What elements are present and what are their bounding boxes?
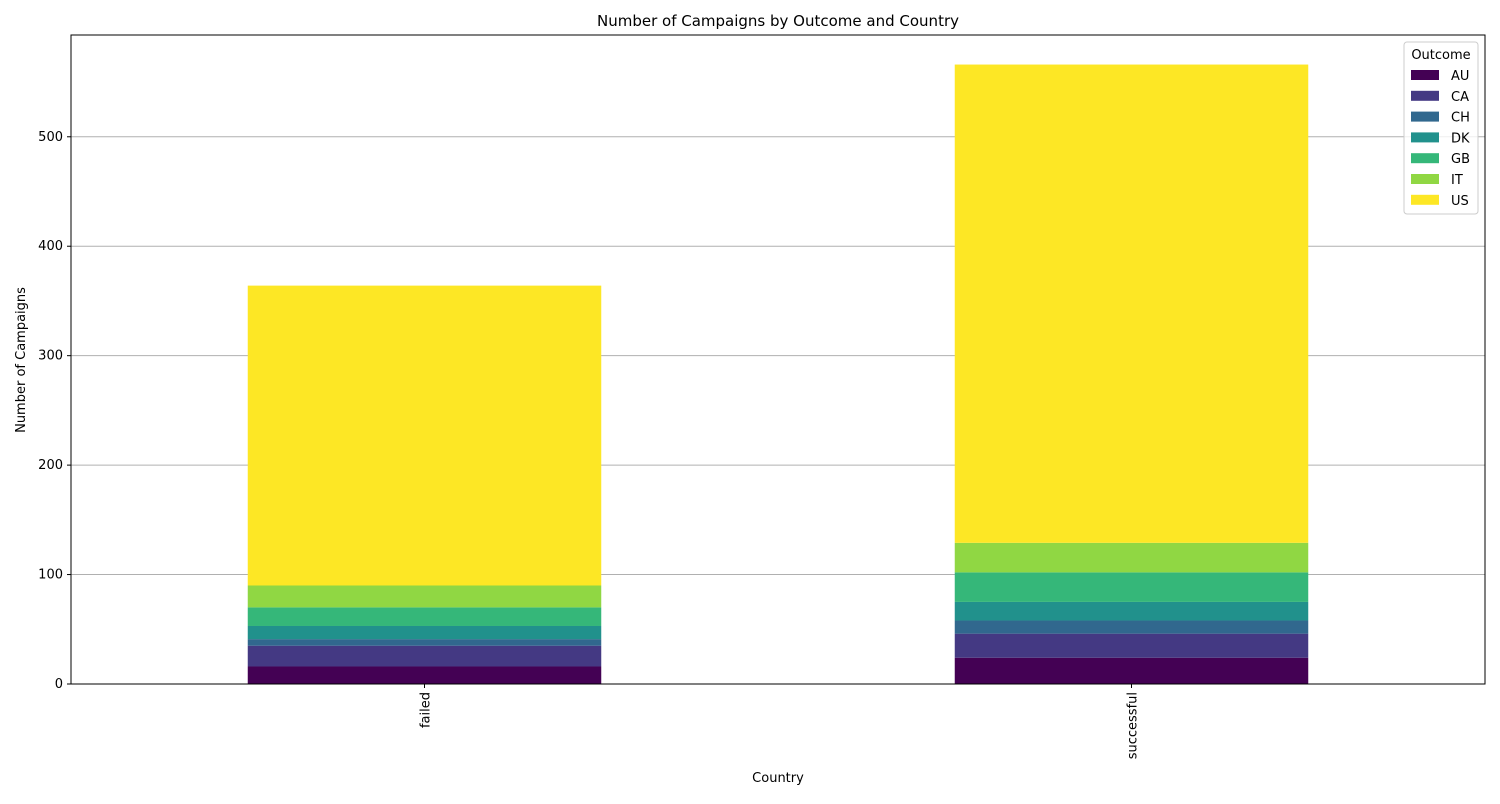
y-tick-label: 300 <box>38 349 63 364</box>
bar-failed-au <box>247 666 602 684</box>
bar-failed-gb <box>247 607 602 626</box>
y-axis-label: Number of Campaigns <box>14 287 29 433</box>
bar-failed-dk <box>247 625 602 640</box>
legend-swatch-ca <box>1411 90 1439 101</box>
y-tick-label: 200 <box>38 458 63 473</box>
legend-label-dk: DK <box>1451 131 1470 146</box>
legend-swatch-it <box>1411 174 1439 184</box>
legend-label-gb: GB <box>1451 152 1470 167</box>
bar-failed-us <box>247 285 602 586</box>
legend-label-it: IT <box>1451 173 1463 188</box>
legend: Outcome AU CA CH DK GB IT US <box>1403 41 1479 215</box>
y-tick-label: 400 <box>38 239 63 254</box>
bar-successful-it <box>954 542 1309 573</box>
chart-title: Number of Campaigns by Outcome and Count… <box>597 12 959 30</box>
bar-successful-gb <box>954 572 1309 602</box>
bar-successful-dk <box>954 601 1309 621</box>
legend-swatch-us <box>1411 194 1439 205</box>
legend-label-ca: CA <box>1451 90 1469 105</box>
legend-swatch-dk <box>1411 132 1439 143</box>
plot-frame <box>70 34 1486 685</box>
legend-label-au: AU <box>1451 69 1469 84</box>
legend-items: AU CA CH DK GB IT US <box>1411 69 1470 209</box>
legend-title: Outcome <box>1411 48 1470 63</box>
legend-frame <box>1403 41 1479 215</box>
y-tick-label: 100 <box>38 568 63 583</box>
bars-layer <box>247 64 1309 684</box>
bar-successful-ch <box>954 620 1309 634</box>
bar-failed-ch <box>247 639 602 646</box>
bar-successful-au <box>954 657 1309 684</box>
bar-successful-ca <box>954 633 1309 658</box>
axes-layer: 0 100 200 300 400 500 failed successful <box>38 34 1486 759</box>
bar-failed-ca <box>247 645 602 667</box>
x-tick-label-successful: successful <box>1126 692 1141 759</box>
legend-swatch-ch <box>1411 111 1439 122</box>
legend-label-us: US <box>1451 194 1469 209</box>
y-tick-label: 500 <box>38 130 63 145</box>
legend-label-ch: CH <box>1451 111 1470 126</box>
x-tick-label-failed: failed <box>419 692 434 728</box>
bar-failed-it <box>247 585 602 608</box>
bar-successful-us <box>954 64 1309 543</box>
legend-swatch-gb <box>1411 153 1439 164</box>
legend-swatch-au <box>1411 70 1439 80</box>
y-tick-label: 0 <box>55 677 63 692</box>
x-axis-label: Country <box>752 771 804 786</box>
